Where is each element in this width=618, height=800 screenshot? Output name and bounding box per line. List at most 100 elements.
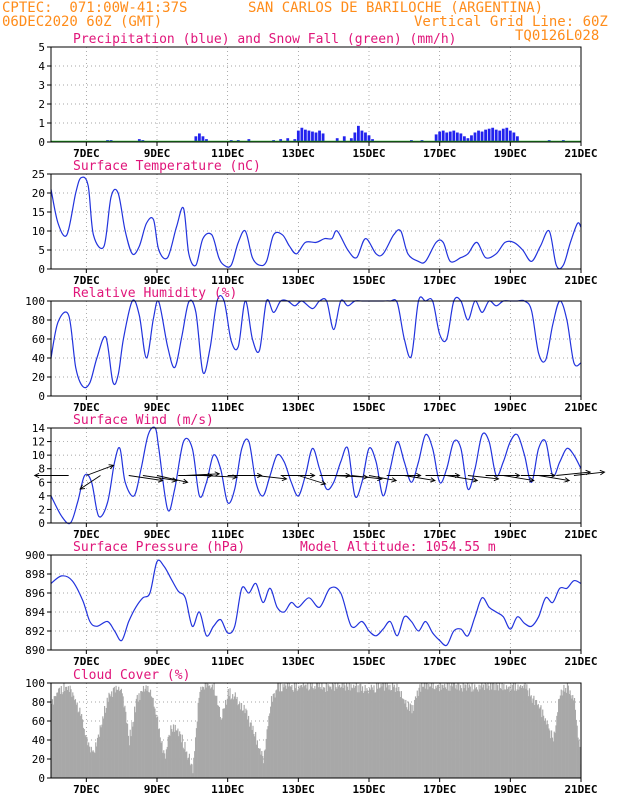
cloud-cover-bar (305, 684, 307, 778)
cloud-cover-bar (66, 686, 68, 778)
cloud-cover-bar (404, 703, 406, 778)
x-tick-label: 7DEC (73, 274, 100, 287)
cloud-cover-bar (215, 696, 217, 778)
precip-bar (463, 136, 466, 142)
cloud-cover-bar (98, 736, 100, 778)
cloud-cover-bar (302, 683, 304, 778)
cloud-cover-bar (427, 689, 429, 778)
wind-vector-head (514, 472, 521, 479)
cloud-cover-bar (391, 690, 393, 778)
cloud-cover-bar (469, 686, 471, 778)
cloud-cover-bar (345, 690, 347, 778)
cloud-cover-bar (472, 691, 474, 778)
cloud-cover-bar (424, 688, 426, 778)
cloud-cover-bar (331, 683, 334, 778)
cloud-cover-bar (496, 683, 498, 778)
panel-title: Relative Humidity (%) (73, 286, 237, 301)
cloud-cover-bar (482, 684, 485, 778)
cloud-cover-bar (254, 736, 256, 778)
cloud-cover-bar (209, 685, 211, 778)
cloud-cover-bar (83, 729, 85, 778)
cloud-cover-bar (195, 728, 198, 778)
x-tick-label: 17DEC (423, 783, 456, 796)
cloud-cover-bar (194, 737, 197, 778)
cloud-cover-bar (227, 688, 229, 778)
cloud-cover-bar (519, 686, 521, 778)
cloud-cover-bar (494, 683, 496, 778)
panel-frame (50, 682, 582, 779)
cloud-cover-bar (573, 700, 575, 778)
cloud-cover-bar (89, 752, 92, 778)
cloud-cover-bar (340, 686, 342, 778)
cloud-cover-bar (292, 690, 294, 778)
cloud-cover-bar (370, 684, 372, 778)
cloud-cover-bar (112, 688, 115, 778)
cloud-cover-bar (466, 690, 468, 778)
cloud-cover-bar (225, 704, 228, 778)
precip-bar (498, 130, 502, 142)
cloud-cover-bar (81, 714, 83, 778)
cloud-cover-bar (206, 683, 208, 778)
precip-bar (516, 136, 519, 142)
y-tick-label: 60 (32, 715, 45, 728)
cloud-cover-bar (192, 773, 194, 778)
cloud-cover-bar (353, 684, 355, 778)
cloud-cover-bar (296, 691, 298, 778)
cloud-cover-bar (169, 735, 171, 778)
cloud-cover-bar (54, 695, 56, 778)
cloud-cover-bar (356, 692, 358, 778)
cloud-cover-bar (490, 683, 492, 778)
precip-bar (304, 129, 307, 142)
cloud-cover-bar (351, 687, 353, 778)
cloud-cover-bar (116, 689, 118, 778)
cloud-cover-bar (244, 713, 246, 778)
x-tick-label: 19DEC (494, 528, 527, 541)
x-tick-label: 7DEC (73, 147, 100, 160)
cloud-cover-bar (377, 683, 380, 778)
cloud-cover-bar (530, 695, 532, 778)
model-altitude-label: Model Altitude: 1054.55 m (300, 540, 496, 555)
cloud-cover-bar (273, 693, 275, 778)
cloud-cover-bar (498, 683, 501, 778)
cloud-cover-bar (99, 725, 101, 778)
y-tick-label: 898 (25, 568, 45, 581)
cloud-cover-bar (437, 685, 439, 778)
cloud-cover-bar (148, 692, 150, 778)
cloud-cover-bar (364, 684, 366, 778)
cloud-cover-bar (180, 742, 183, 778)
y-tick-label: 14 (32, 422, 46, 435)
cloud-cover-bar (527, 690, 529, 778)
y-tick-label: 892 (25, 625, 45, 638)
cloud-cover-bar (334, 683, 336, 778)
cloud-cover-bar (448, 683, 450, 778)
cloud-cover-bar (134, 712, 137, 778)
cloud-cover-bar (406, 709, 409, 778)
cloud-cover-bar (308, 689, 311, 778)
x-tick-label: 15DEC (352, 274, 385, 287)
cloud-cover-bar (399, 697, 402, 778)
cloud-cover-bar (463, 688, 465, 778)
x-tick-label: 13DEC (282, 783, 315, 796)
cloud-cover-bar (161, 741, 163, 778)
wind-vector-head (171, 477, 178, 483)
cloud-cover-bar (331, 689, 333, 778)
cloud-cover-bar (202, 686, 204, 778)
cloud-cover-bar (104, 712, 107, 778)
panel-2: 0 5 10 15 20 25 7DEC 9DEC 11DEC 13DEC 15DEC 17DEC 19… (32, 159, 598, 287)
precip-bar (311, 131, 314, 142)
wind-vector-head (33, 472, 40, 479)
cloud-cover-bar (407, 701, 410, 778)
cloud-cover-bar (111, 691, 113, 778)
cloud-cover-bar (94, 753, 96, 778)
x-tick-label: 21DEC (564, 655, 597, 668)
cloud-cover-bar (204, 683, 206, 778)
cloud-cover-bar (131, 722, 133, 778)
precip-bar (364, 132, 367, 142)
cloud-cover-bar (250, 722, 252, 778)
cloud-cover-bar (185, 752, 187, 778)
cloud-cover-bar (414, 699, 416, 778)
cloud-cover-bar (73, 700, 76, 778)
cloud-cover-bar (318, 683, 320, 778)
cloud-cover-bar (113, 686, 115, 778)
panel-title: Surface Pressure (hPa) (73, 540, 245, 555)
